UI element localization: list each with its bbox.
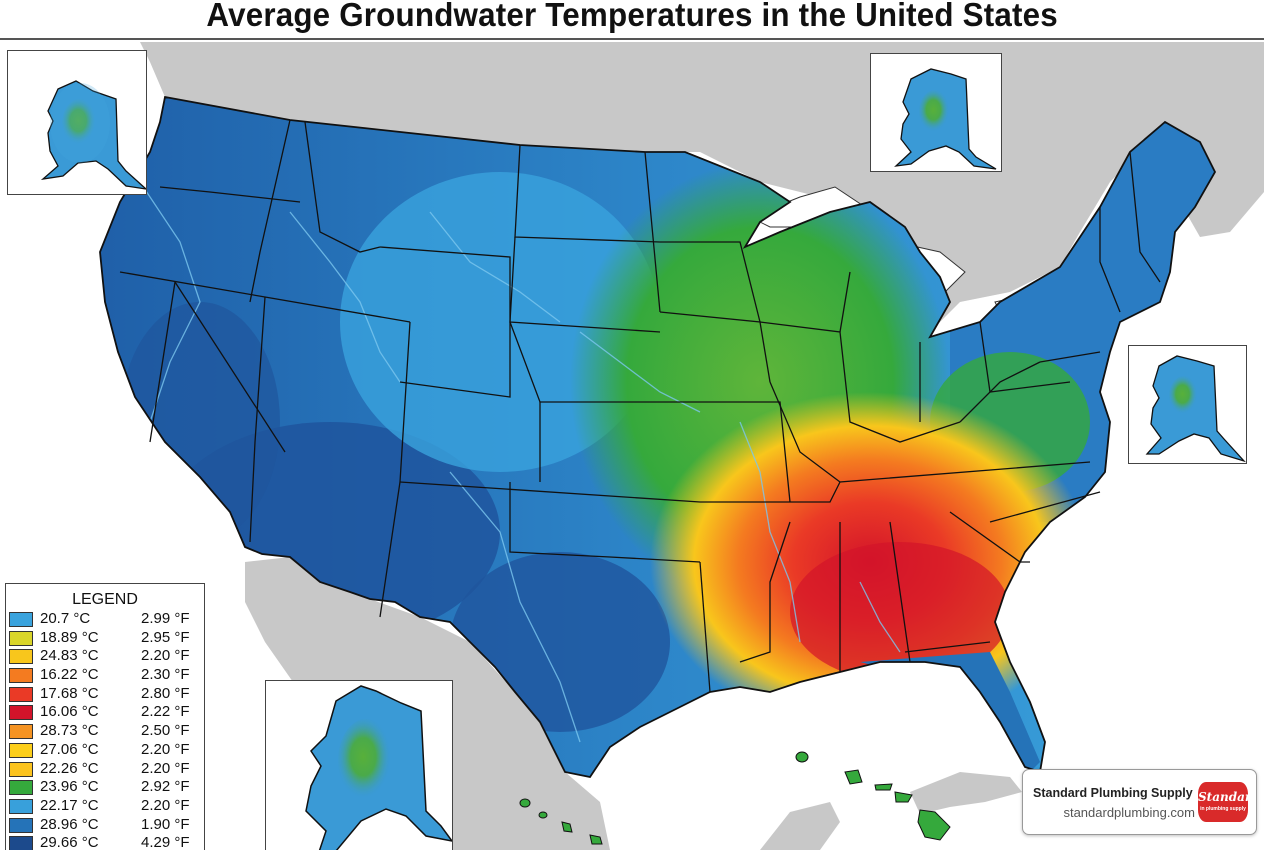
legend-celsius: 22.26 °C <box>40 759 99 777</box>
legend-item: 23.96 °C 2.92 °F <box>6 778 204 797</box>
legend-celsius: 29.66 °C <box>40 834 99 850</box>
legend-fahrenheit: 4.29 °F <box>141 834 190 850</box>
brand-url[interactable]: standardplumbing.com <box>1063 805 1195 820</box>
legend-swatch <box>9 742 33 758</box>
alaska-map-icon <box>40 80 146 190</box>
legend-fahrenheit: 2.80 °F <box>141 684 190 702</box>
alaska-inset-top-right <box>870 53 1002 172</box>
legend-item: 22.26 °C 2.20 °F <box>6 760 204 779</box>
legend-swatch <box>9 686 33 702</box>
alaska-map-icon <box>894 68 997 170</box>
brand-badge[interactable]: Standard Plumbing Supply standardplumbin… <box>1022 769 1257 835</box>
hawaii-islands <box>519 751 951 845</box>
legend-swatch <box>9 668 33 684</box>
legend-fahrenheit: 2.22 °F <box>141 703 190 721</box>
legend-celsius: 16.06 °C <box>40 703 99 721</box>
legend-item: 24.83 °C 2.20 °F <box>6 647 204 666</box>
legend-fahrenheit: 2.95 °F <box>141 628 190 646</box>
legend-fahrenheit: 2.20 °F <box>141 740 190 758</box>
legend-swatch <box>9 817 33 833</box>
legend-swatch <box>9 836 33 850</box>
alaska-inset-right <box>1128 345 1247 464</box>
state-borders <box>99 95 1217 779</box>
alaska-map-icon <box>305 685 452 850</box>
legend-item: 16.06 °C 2.22 °F <box>6 703 204 722</box>
legend-swatch <box>9 612 33 627</box>
legend-celsius: 17.68 °C <box>40 684 99 702</box>
legend-celsius: 20.7 °C <box>40 610 91 627</box>
legend-item: 27.06 °C 2.20 °F <box>6 741 204 760</box>
legend-fahrenheit: 2.50 °F <box>141 722 190 740</box>
legend-swatch <box>9 649 33 665</box>
legend-celsius: 16.22 °C <box>40 666 99 684</box>
alaska-inset-top-left <box>7 50 147 195</box>
legend-item: 22.17 °C 2.20 °F <box>6 797 204 816</box>
legend-swatch <box>9 780 33 796</box>
legend-swatch <box>9 724 33 740</box>
legend-fahrenheit: 2.20 °F <box>141 759 190 777</box>
legend-celsius: 24.83 °C <box>40 647 99 665</box>
map-title-text: Average Groundwater Temperatures in the … <box>206 0 1058 33</box>
legend-fahrenheit: 2.99 °F <box>141 610 190 627</box>
legend-item: 28.73 °C 2.50 °F <box>6 722 204 741</box>
legend-title: LEGEND <box>72 591 138 608</box>
legend-swatch <box>9 798 33 814</box>
alaska-inset-bottom <box>265 680 453 850</box>
map-title: Average Groundwater Temperatures in the … <box>0 0 1264 38</box>
legend-fahrenheit: 2.92 °F <box>141 778 190 796</box>
legend-celsius: 23.96 °C <box>40 778 99 796</box>
legend-item: 18.89 °C 2.95 °F <box>6 629 204 648</box>
legend-fahrenheit: 2.30 °F <box>141 666 190 684</box>
legend-celsius: 27.06 °C <box>40 740 99 758</box>
brand-logo-text: Standard <box>1198 790 1248 804</box>
legend: LEGEND 20.7 °C 2.99 °F 18.89 °C 2.95 °F 24… <box>5 583 205 850</box>
legend-swatch <box>9 761 33 777</box>
legend-item: 28.96 °C 1.90 °F <box>6 816 204 835</box>
legend-item: 20.7 °C 2.99 °F <box>6 610 204 629</box>
legend-item: 29.66 °C 4.29 °F <box>6 834 204 850</box>
legend-celsius: 28.96 °C <box>40 815 99 833</box>
legend-celsius: 22.17 °C <box>40 796 99 814</box>
legend-swatch <box>9 630 33 646</box>
legend-item: 17.68 °C 2.80 °F <box>6 685 204 704</box>
brand-logo-icon: Standard in plumbing supply <box>1198 782 1248 822</box>
legend-celsius: 28.73 °C <box>40 722 99 740</box>
brand-logo-subtext: in plumbing supply <box>1200 806 1246 812</box>
legend-celsius: 18.89 °C <box>40 628 99 646</box>
legend-fahrenheit: 2.20 °F <box>141 647 190 665</box>
alaska-map-icon <box>1145 355 1246 463</box>
map-area: LEGEND 20.7 °C 2.99 °F 18.89 °C 2.95 °F 24… <box>0 38 1264 850</box>
legend-fahrenheit: 2.20 °F <box>141 796 190 814</box>
legend-item: 16.22 °C 2.30 °F <box>6 666 204 685</box>
legend-fahrenheit: 1.90 °F <box>141 815 190 833</box>
brand-name: Standard Plumbing Supply <box>1033 786 1193 800</box>
legend-swatch <box>9 705 33 721</box>
